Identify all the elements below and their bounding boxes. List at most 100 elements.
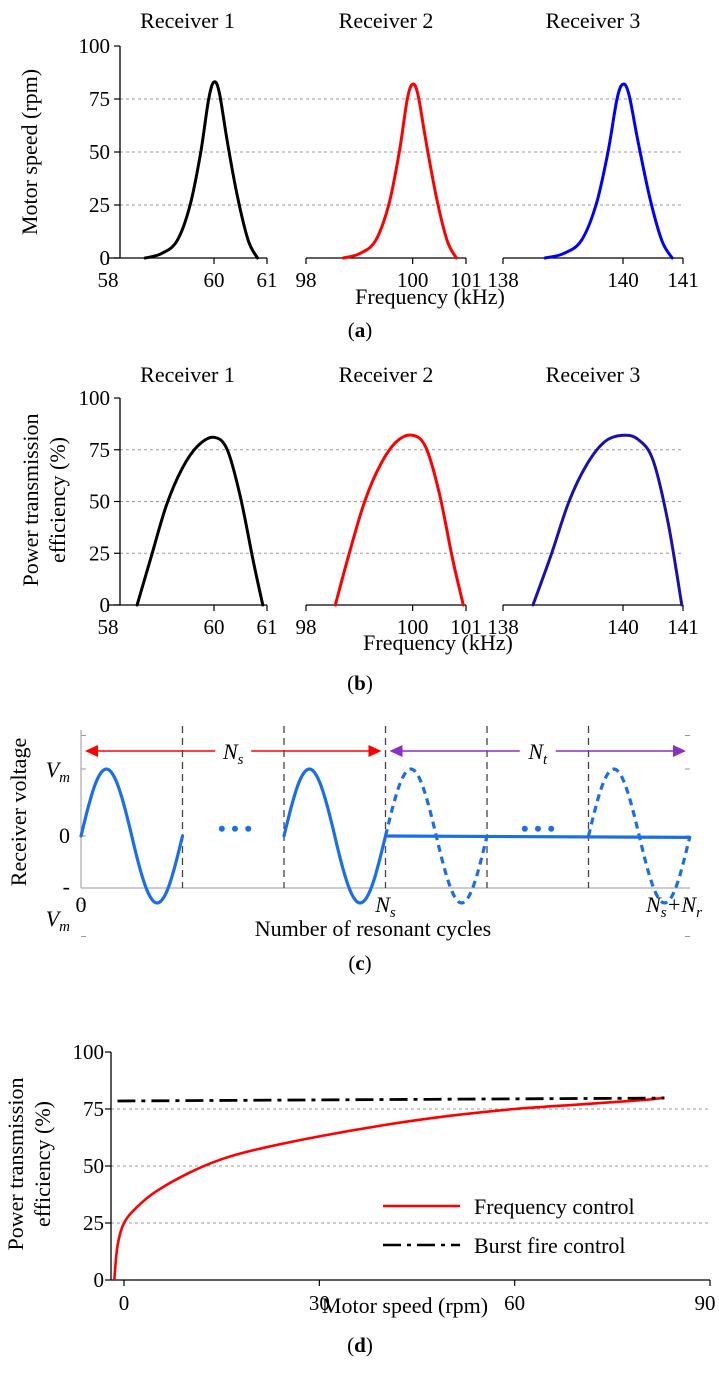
- x-tick-label: 100: [397, 268, 429, 292]
- x-tick-label: 140: [607, 268, 639, 292]
- caption-d-letter: d: [354, 1333, 366, 1357]
- x-tick-label: 61: [257, 268, 278, 292]
- x-tick-label: 30: [309, 1291, 330, 1315]
- receiver-header: Receiver 2: [339, 8, 434, 33]
- voltage-flat-line: [385, 834, 691, 839]
- x-tick-label: 60: [204, 615, 225, 639]
- caption-c-close: ): [365, 951, 372, 975]
- caption-c: (c): [348, 951, 371, 975]
- caption-b: (b): [347, 671, 373, 695]
- x-tick-label-main: +N: [667, 892, 698, 917]
- caption-b-close: ): [366, 671, 373, 695]
- y-tick-label-main: -: [63, 874, 70, 899]
- x-tick-label: 0: [76, 892, 87, 917]
- caption-c-open: (: [348, 951, 355, 975]
- y-axis-label-line: Power transmission: [3, 1078, 28, 1251]
- caption-d-close: ): [366, 1333, 373, 1357]
- x-tick-label: 138: [487, 615, 519, 639]
- caption-c-letter: c: [355, 951, 364, 975]
- series-line-frequency-control: [113, 1096, 665, 1281]
- y-axis-label: Power transmissionefficiency (%): [18, 414, 70, 587]
- y-tick-label: Vm: [46, 757, 70, 786]
- series-line-receiver-1: [143, 80, 259, 260]
- caption-d-open: (: [347, 1333, 354, 1357]
- x-tick-label: 100: [397, 615, 429, 639]
- voltage-sine-solid: [79, 767, 185, 905]
- y-tick-label: 0: [100, 246, 111, 270]
- x-tick-label-main: N: [645, 892, 662, 917]
- x-tick-label: 101: [450, 268, 482, 292]
- y-axis-label: Power transmissionefficiency (%): [3, 1078, 55, 1251]
- x-tick-label: 138: [487, 268, 519, 292]
- x-tick-label: 58: [98, 615, 119, 639]
- span-label-main: N: [527, 739, 544, 764]
- x-tick-label: 98: [296, 268, 317, 292]
- x-tick-label: 0: [119, 1291, 130, 1315]
- y-tick-label: 75: [83, 1097, 104, 1121]
- y-tick-label-sub: m: [59, 919, 70, 935]
- span-arrow-head-right: [673, 745, 686, 757]
- y-axis-label-line: Power transmission: [18, 414, 43, 587]
- y-tick-label: 25: [89, 541, 110, 565]
- legend-label: Burst fire control: [474, 1233, 626, 1258]
- x-tick-label: 90: [695, 1291, 716, 1315]
- y-tick-label: 25: [89, 193, 110, 217]
- x-tick-label: 140: [607, 615, 639, 639]
- receiver-header: Receiver 2: [339, 362, 434, 387]
- legend-label: Frequency control: [474, 1194, 635, 1219]
- span-label-bg: [215, 737, 252, 761]
- caption-d: (d): [347, 1333, 373, 1357]
- x-axis-label: Number of resonant cycles: [255, 916, 491, 941]
- x-tick-label: 58: [98, 268, 119, 292]
- receiver-header: Receiver 3: [546, 362, 641, 387]
- caption-a: (a): [348, 318, 373, 342]
- x-axis-label: Frequency (kHz): [355, 284, 505, 309]
- y-tick-label: 75: [89, 438, 110, 462]
- y-tick-label-main: V: [46, 757, 62, 782]
- y-tick-label-sub: m: [59, 770, 70, 786]
- y-axis-label-line: efficiency (%): [45, 437, 70, 563]
- x-tick-label: 141: [667, 268, 699, 292]
- y-tick-label: 0: [94, 1268, 105, 1292]
- series-line-receiver-2: [333, 433, 465, 607]
- series-line-receiver-1: [135, 435, 265, 607]
- span-label-sub: t: [543, 752, 548, 768]
- y-tick-label: 50: [83, 1154, 104, 1178]
- caption-b-open: (: [347, 671, 354, 695]
- span-label: Nt: [527, 739, 548, 768]
- span-label-bg: [519, 737, 556, 761]
- y-tick-label-main: V: [46, 906, 62, 931]
- series-line-receiver-3: [531, 433, 684, 607]
- x-tick-label-main: N: [374, 892, 391, 917]
- x-tick-label: 141: [667, 615, 699, 639]
- caption-a-open: (: [348, 318, 355, 342]
- y-tick-label-main: 0: [59, 823, 70, 848]
- y-tick-label: 100: [73, 1040, 105, 1064]
- receiver-header: Receiver 1: [140, 362, 235, 387]
- y-axis-label: Motor speed (rpm): [17, 69, 42, 235]
- x-axis-label: Frequency (kHz): [363, 630, 513, 655]
- span-label-main: N: [222, 739, 239, 764]
- y-tick-label: 0: [59, 823, 70, 848]
- y-tick-label: 75: [89, 87, 110, 111]
- y-tick-label: 50: [89, 490, 110, 514]
- ellipsis-dots: • • •: [521, 816, 555, 841]
- x-tick-label-sub: s: [661, 905, 667, 921]
- y-tick-label: -: [63, 874, 70, 899]
- x-tick-label: 60: [204, 268, 225, 292]
- y-tick-label: 0: [100, 593, 111, 617]
- span-label-sub: s: [238, 752, 244, 768]
- x-tick-label: 101: [450, 615, 482, 639]
- receiver-header: Receiver 3: [546, 8, 641, 33]
- receiver-header: Receiver 1: [140, 8, 235, 33]
- y-tick-label: 100: [79, 386, 111, 410]
- span-arrow-head-left: [85, 745, 98, 757]
- x-tick-label: Ns: [374, 892, 396, 921]
- x-tick-label: 98: [296, 615, 317, 639]
- y-tick-label: 100: [79, 34, 111, 58]
- caption-a-close: ): [365, 318, 372, 342]
- y-axis-label-line: efficiency (%): [30, 1101, 55, 1227]
- series-line-burst-fire-control: [117, 1096, 665, 1103]
- span-arrow-head-left: [389, 745, 403, 757]
